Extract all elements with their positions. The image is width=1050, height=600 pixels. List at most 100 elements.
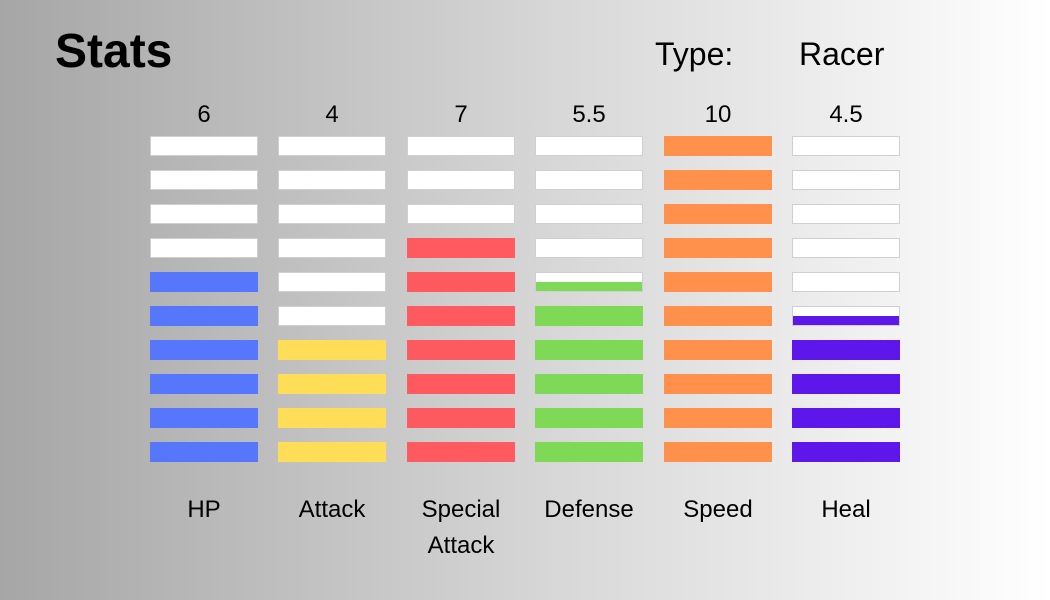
stat-segment-fill [665, 239, 771, 257]
stat-segment-fill [279, 409, 385, 427]
stat-segment-fill [665, 171, 771, 189]
stat-segment [535, 204, 643, 224]
stat-segment [278, 272, 386, 292]
stat-segment [407, 170, 515, 190]
stat-segment-fill [665, 205, 771, 223]
stat-segment [150, 374, 258, 394]
stat-segment [664, 170, 772, 190]
stat-segment [664, 238, 772, 258]
stat-segment-fill [536, 375, 642, 393]
stat-value-hp: 6 [197, 101, 211, 128]
stat-segment [278, 442, 386, 462]
stat-segment [150, 340, 258, 360]
stat-segment [278, 170, 386, 190]
stat-segment [664, 340, 772, 360]
stat-segment-fill [793, 443, 899, 461]
stat-segment [792, 374, 900, 394]
stat-label-heal: Heal [821, 496, 871, 523]
stat-label-hp: HP [187, 496, 221, 523]
stat-segment [407, 340, 515, 360]
stat-segment-fill [536, 409, 642, 427]
stat-segment [535, 306, 643, 326]
stat-segment-fill [536, 443, 642, 461]
stat-segment [150, 442, 258, 462]
stat-segment [278, 204, 386, 224]
stat-segment [150, 408, 258, 428]
stat-segment-fill [151, 341, 257, 359]
stat-segment [150, 204, 258, 224]
stat-segment [278, 306, 386, 326]
stat-segment-fill [536, 307, 642, 325]
stat-segment [407, 306, 515, 326]
stat-segment [407, 442, 515, 462]
stat-bar-heal [792, 136, 900, 462]
stat-segment [664, 442, 772, 462]
stat-segment-fill [408, 443, 514, 461]
stat-segment-fill [151, 409, 257, 427]
page-title: Stats [55, 25, 173, 78]
stat-segment-fill [793, 375, 899, 393]
stat-segment [792, 442, 900, 462]
stat-segment-fill [536, 282, 642, 291]
stat-segment-fill [151, 375, 257, 393]
stat-segment [535, 272, 643, 292]
stat-segment [792, 340, 900, 360]
stat-segment [792, 272, 900, 292]
stat-bar-attack [278, 136, 386, 462]
stat-segment-fill [279, 443, 385, 461]
stat-segment [150, 170, 258, 190]
stat-segment-fill [665, 443, 771, 461]
stat-segment [150, 238, 258, 258]
stat-segment [535, 442, 643, 462]
stat-segment [407, 408, 515, 428]
stat-segment [664, 408, 772, 428]
stat-segment [535, 374, 643, 394]
stat-segment [150, 136, 258, 156]
stat-value-special-attack: 7 [454, 101, 468, 128]
stat-segment [407, 136, 515, 156]
stat-segment-fill [408, 409, 514, 427]
stat-value-heal: 4.5 [829, 101, 863, 128]
stat-label-speed: Speed [683, 496, 753, 523]
stat-segment-fill [793, 341, 899, 359]
stat-segment [664, 136, 772, 156]
stat-bar-speed [664, 136, 772, 462]
stat-segment [407, 374, 515, 394]
stat-segment [664, 272, 772, 292]
stat-segment [535, 408, 643, 428]
stat-segment-fill [665, 307, 771, 325]
stat-segment-fill [151, 443, 257, 461]
stat-segment [664, 374, 772, 394]
stat-segment [792, 170, 900, 190]
type-label: Type: [655, 36, 734, 72]
stat-segment-fill [793, 316, 899, 325]
stat-bar-hp [150, 136, 258, 462]
stat-value-attack: 4 [325, 101, 339, 128]
stat-segment [407, 204, 515, 224]
stat-segment [664, 306, 772, 326]
stat-segment [407, 272, 515, 292]
stat-segment [278, 340, 386, 360]
stat-bar-special-attack [407, 136, 515, 462]
stat-segment [535, 238, 643, 258]
stat-segment-fill [151, 273, 257, 291]
stat-label-defense: Defense [544, 496, 634, 523]
stat-segment [278, 374, 386, 394]
stat-segment-fill [408, 307, 514, 325]
stat-bar-defense [535, 136, 643, 462]
stat-segment-fill [279, 341, 385, 359]
stat-segment [150, 306, 258, 326]
stat-segment [535, 170, 643, 190]
stat-segment [792, 238, 900, 258]
stat-segment-fill [665, 409, 771, 427]
stat-label-special-attack: Special Attack [421, 496, 501, 559]
stat-segment-fill [665, 273, 771, 291]
stat-segment-fill [536, 341, 642, 359]
stat-segment-fill [151, 307, 257, 325]
stat-segment-fill [408, 239, 514, 257]
stat-segment-fill [665, 341, 771, 359]
stat-segment [407, 238, 515, 258]
stat-segment [278, 136, 386, 156]
type-value: Racer [799, 36, 885, 72]
stat-segment-fill [665, 375, 771, 393]
